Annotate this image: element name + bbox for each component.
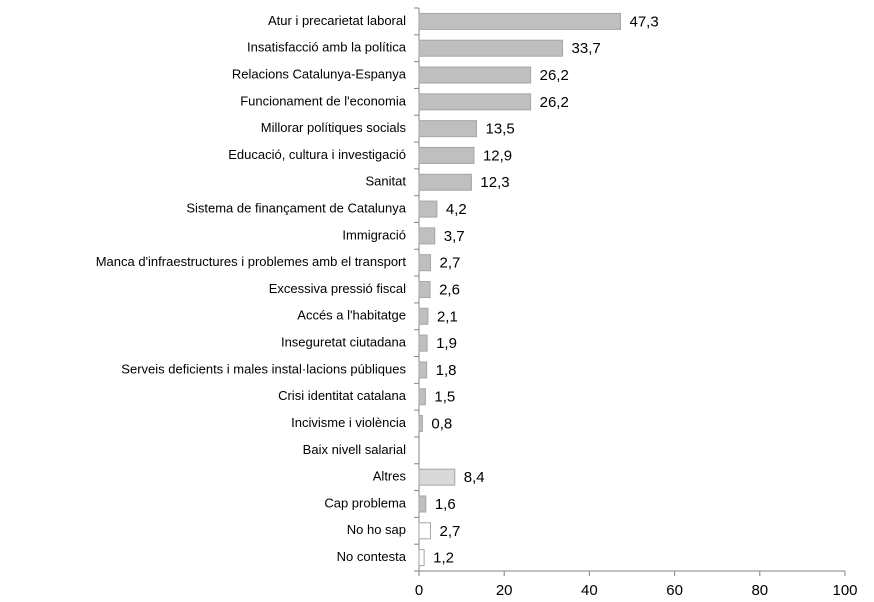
- value-label: 1,9: [436, 335, 457, 352]
- value-label: 2,1: [437, 308, 458, 325]
- bar: [418, 146, 475, 164]
- x-tick-label: 60: [666, 582, 683, 599]
- value-label: 1,2: [433, 550, 454, 567]
- bar: [418, 39, 564, 57]
- bar: [418, 495, 427, 513]
- category-label: Crisi identitat catalana: [278, 388, 407, 403]
- category-label: Funcionament de l'economia: [240, 93, 407, 108]
- category-label: Manca d'infraestructures i problemes amb…: [96, 254, 407, 269]
- bar: [418, 254, 432, 272]
- value-label: 26,2: [540, 67, 569, 84]
- category-label: No ho sap: [347, 522, 406, 537]
- bar: [418, 200, 438, 218]
- value-label: 2,7: [440, 255, 461, 272]
- category-label: Sanitat: [366, 174, 407, 189]
- bar: [418, 522, 432, 540]
- value-label: 13,5: [486, 121, 515, 138]
- x-tick-label: 100: [832, 582, 857, 599]
- category-label: Atur i precarietat laboral: [268, 13, 406, 28]
- x-tick-label: 80: [751, 582, 768, 599]
- value-label: 26,2: [540, 94, 569, 111]
- value-label: 4,2: [446, 201, 467, 218]
- bar: [418, 388, 426, 406]
- category-label: Baix nivell salarial: [303, 442, 406, 457]
- category-label: Incivisme i violència: [291, 415, 407, 430]
- category-label: Immigració: [342, 227, 406, 242]
- bar: [418, 281, 431, 298]
- bar: [418, 66, 532, 84]
- bar: [418, 415, 423, 433]
- category-label: Educació, cultura i investigació: [228, 147, 406, 162]
- category-label: Sistema de finançament de Catalunya: [186, 201, 406, 216]
- value-label: 3,7: [444, 228, 465, 245]
- value-label: 12,9: [483, 147, 512, 164]
- value-label: 1,5: [434, 389, 455, 406]
- category-label: Relacions Catalunya-Espanya: [232, 66, 407, 81]
- category-label: Insatisfacció amb la política: [247, 40, 407, 55]
- bar: [418, 12, 621, 30]
- value-label: 1,8: [436, 362, 457, 379]
- x-tick-label: 0: [415, 582, 423, 599]
- bar: [418, 307, 429, 325]
- value-label: 1,6: [435, 496, 456, 513]
- category-label: Excessiva pressió fiscal: [269, 281, 406, 296]
- bar: [418, 93, 532, 111]
- value-label: 2,7: [440, 523, 461, 540]
- bar: [418, 173, 472, 191]
- value-label: 33,7: [572, 40, 601, 57]
- bar: [418, 334, 428, 352]
- x-tick-label: 40: [581, 582, 598, 599]
- value-label: 0,8: [431, 416, 452, 433]
- value-label: 2,6: [439, 281, 460, 298]
- bar: [418, 227, 436, 245]
- category-label: Altres: [373, 469, 407, 484]
- category-label: Cap problema: [324, 495, 406, 510]
- value-label: 8,4: [464, 469, 485, 486]
- category-label: Millorar polítiques socials: [261, 120, 407, 135]
- value-label: 12,3: [480, 174, 509, 191]
- bar: [418, 468, 456, 486]
- category-label: No contesta: [337, 549, 407, 564]
- bar: [418, 361, 428, 379]
- x-tick-label: 20: [496, 582, 513, 599]
- bar: [418, 120, 478, 138]
- category-label: Inseguretat ciutadana: [281, 335, 407, 350]
- category-label: Accés a l'habitatge: [297, 308, 406, 323]
- bar: [418, 549, 425, 567]
- value-label: 47,3: [629, 13, 658, 30]
- category-label: Serveis deficients i males instal·lacion…: [121, 361, 406, 376]
